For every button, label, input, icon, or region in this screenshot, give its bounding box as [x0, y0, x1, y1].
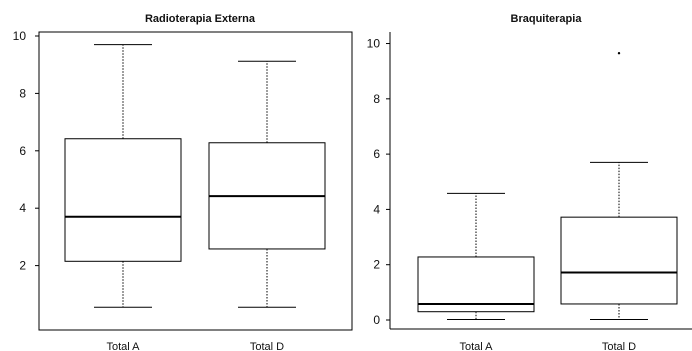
outlier-point	[617, 52, 621, 55]
y-tick-label: 4	[19, 201, 26, 215]
plot-frame	[38, 31, 353, 331]
y-tick-label: 8	[373, 92, 380, 106]
y-tick-label: 2	[373, 258, 380, 272]
box-series	[417, 52, 678, 320]
y-tick-label: 8	[19, 86, 26, 100]
chart-title: Braquiterapia	[511, 13, 583, 25]
y-axis: 0 2 4 6 8 10	[367, 37, 390, 327]
x-axis: Total A Total D	[459, 341, 636, 351]
x-category-label: Total D	[602, 341, 636, 351]
y-tick-label: 10	[367, 37, 381, 51]
x-category-label: Total A	[459, 341, 493, 351]
box-iqr	[560, 216, 678, 305]
y-tick-label: 2	[19, 259, 26, 273]
y-tick-label: 0	[373, 313, 380, 327]
x-axis: Total A Total D	[106, 341, 284, 351]
y-tick-label: 6	[19, 144, 26, 158]
y-tick-label: 4	[373, 202, 380, 216]
box-iqr	[417, 256, 535, 313]
x-category-label: Total D	[250, 341, 284, 351]
chart-braquiterapia: Braquiterapia 0 2 4 6 8 10 Total A Total D	[357, 0, 692, 351]
y-tick-label: 10	[13, 29, 27, 43]
chart-title: Radioterapia Externa	[145, 13, 256, 25]
y-axis: 2 4 6 8 10	[13, 29, 39, 273]
box-series	[64, 44, 326, 308]
box-iqr	[64, 138, 182, 262]
x-category-label: Total A	[106, 341, 140, 351]
y-tick-label: 6	[373, 147, 380, 161]
